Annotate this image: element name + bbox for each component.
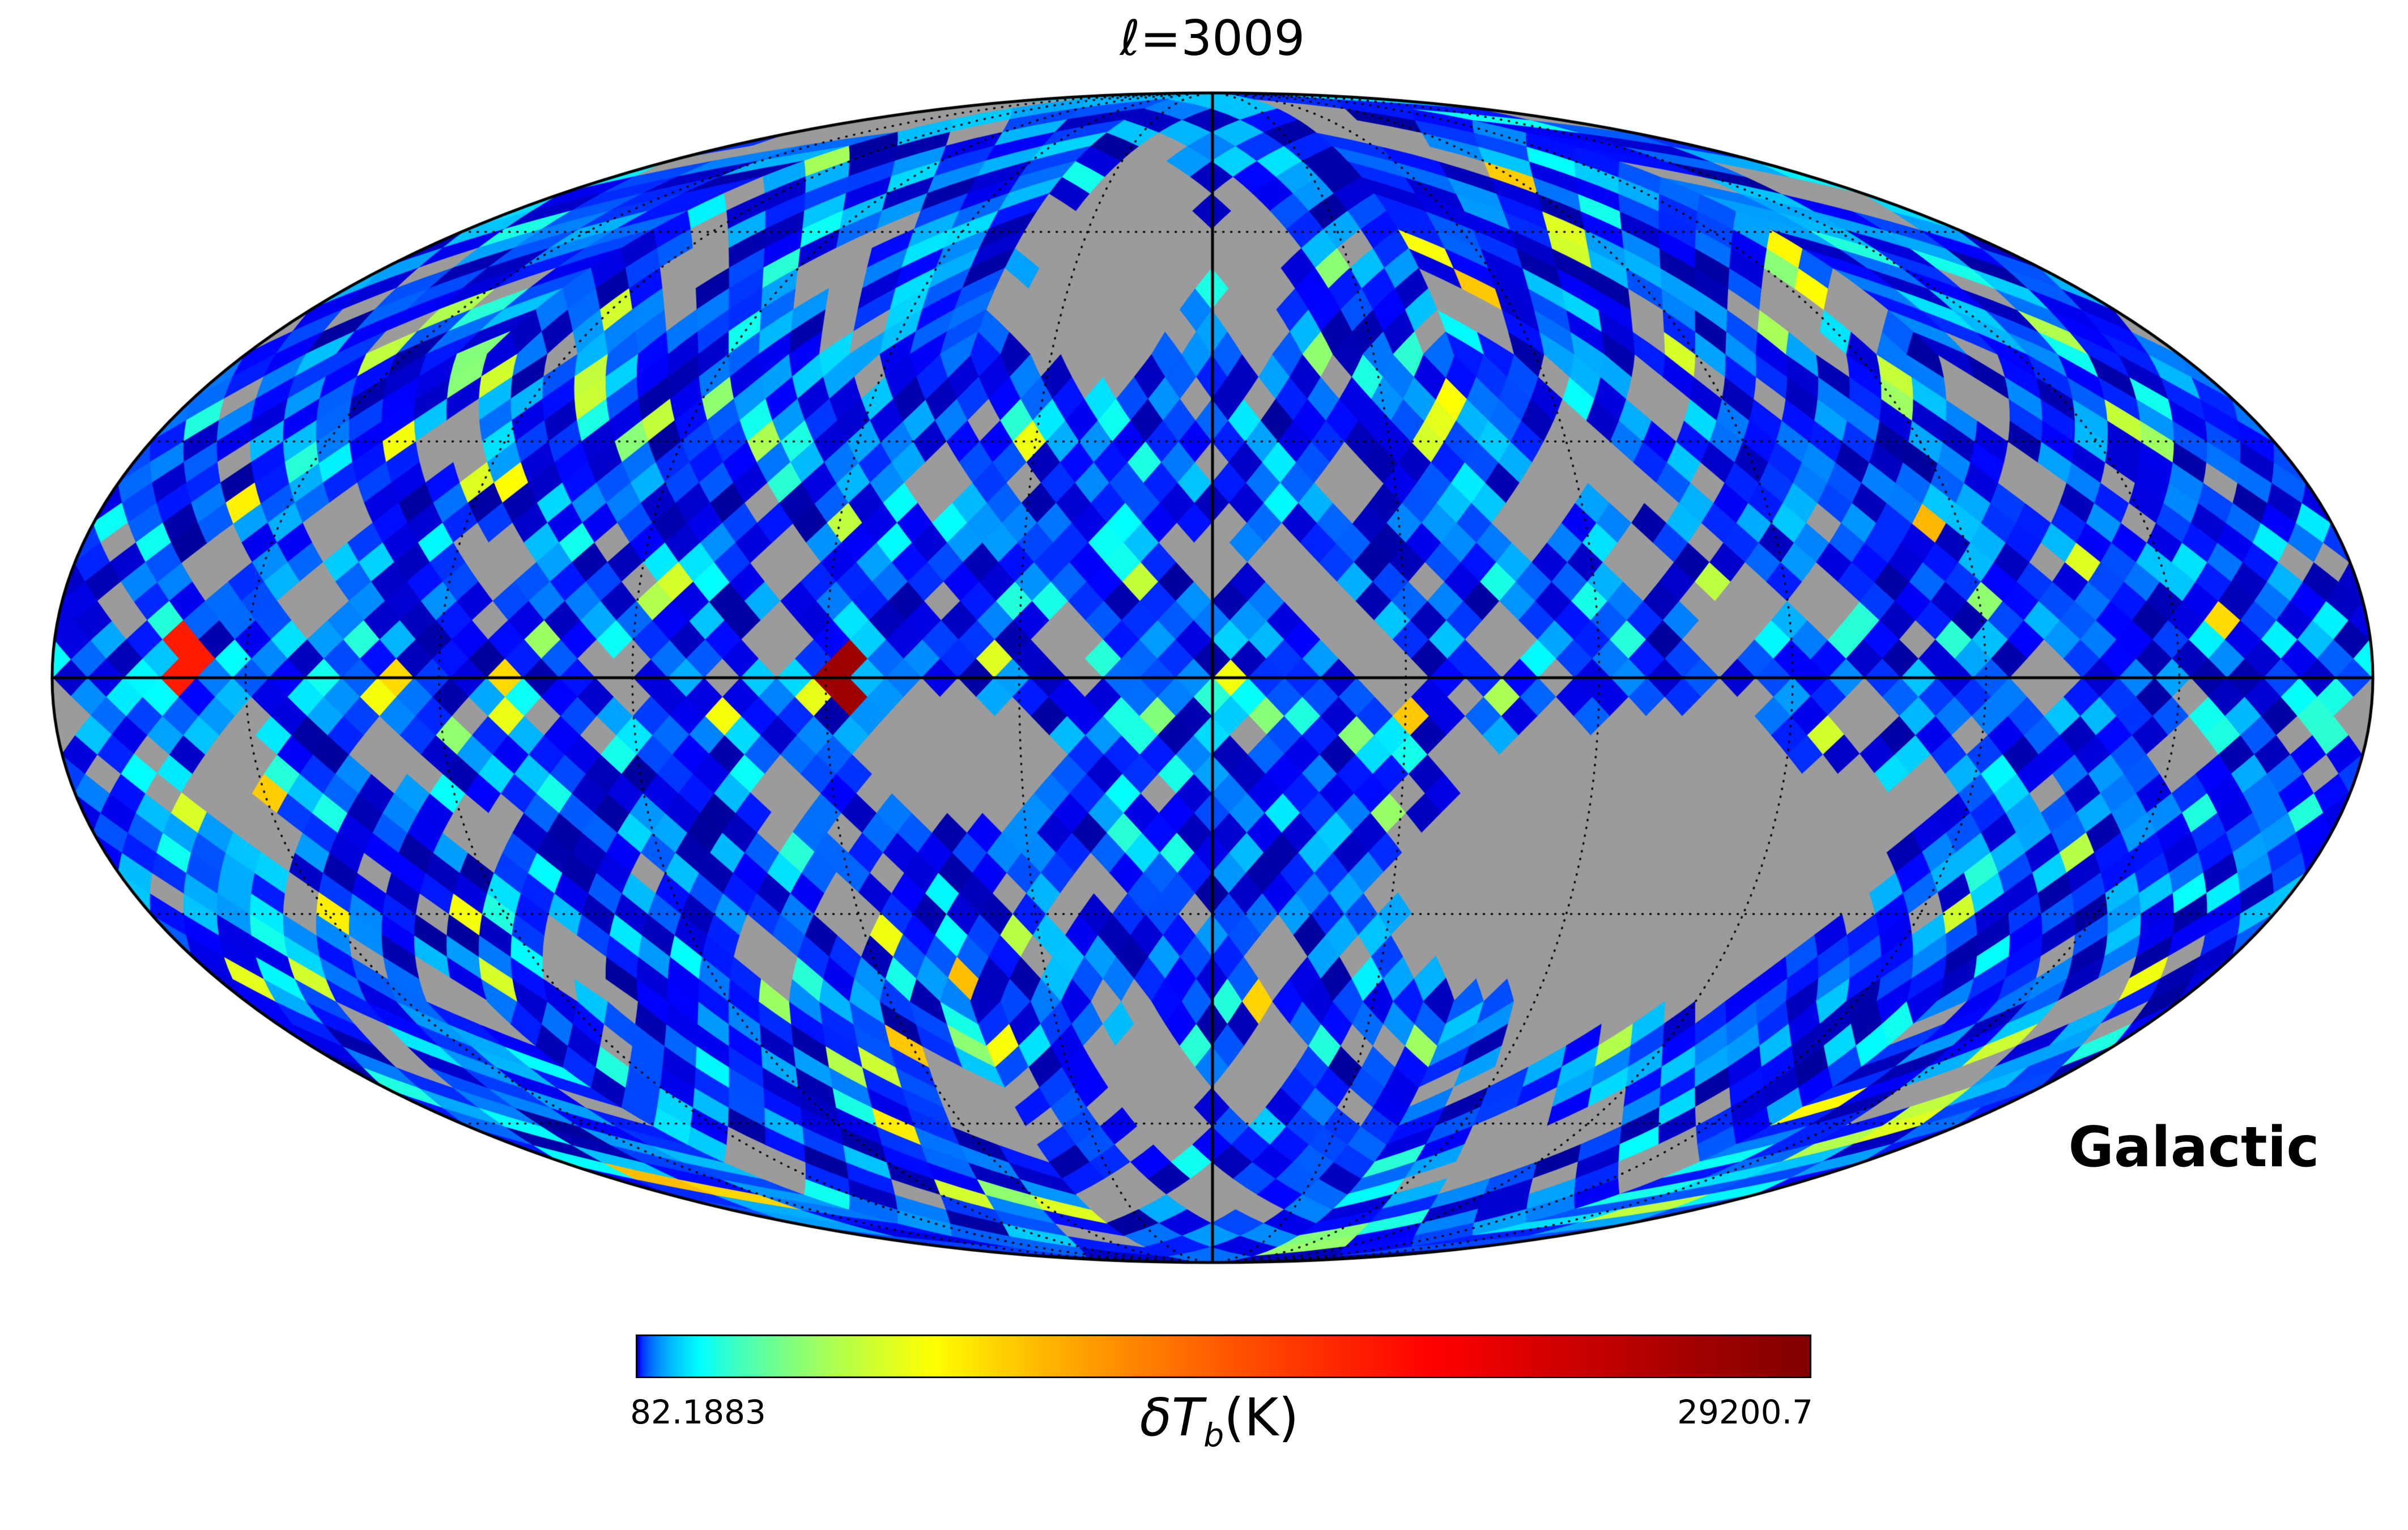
- colorbar-gradient: [637, 1336, 1810, 1376]
- colorbar-max-tick-label: 29200.7: [1677, 1393, 1813, 1431]
- colorbar-min-tick-label: 82.1883: [630, 1393, 766, 1431]
- unit-subscript: b: [1203, 1417, 1224, 1455]
- plot-title: ℓ=3009: [1120, 10, 1305, 67]
- unit-suffix: (K): [1224, 1387, 1299, 1448]
- colorbar-unit-label: δTb(K): [1140, 1387, 1299, 1454]
- colorbar: [636, 1334, 1811, 1378]
- coordinate-system-label: Galactic: [2068, 1115, 2320, 1180]
- unit-prefix: δT: [1139, 1387, 1204, 1448]
